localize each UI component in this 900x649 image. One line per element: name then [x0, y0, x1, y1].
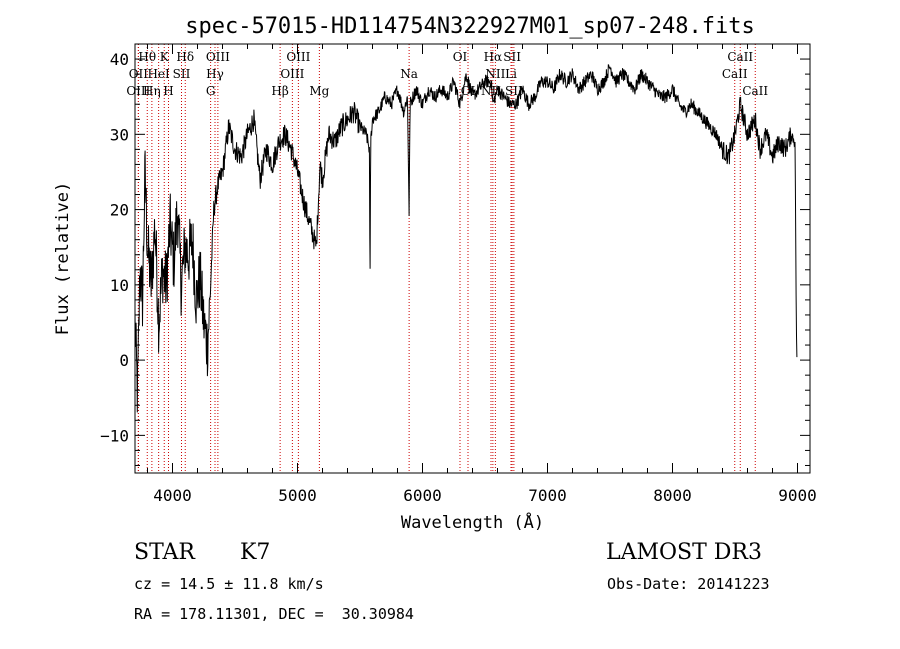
object-subclass: K7: [240, 540, 271, 565]
y-tick-label: 40: [110, 50, 129, 69]
x-tick-label: 6000: [403, 486, 442, 505]
spectral-line-label: CaII: [722, 67, 748, 81]
spectral-line-label: Hγ: [206, 67, 224, 81]
spectral-line-label: CaII: [742, 84, 768, 98]
y-axis-label: Flux (relative): [53, 182, 73, 336]
spectral-line-label: G: [206, 84, 216, 98]
spectral-line-label: OIII: [126, 84, 150, 98]
chart-title: spec-57015-HD114754N322927M01_sp07-248.f…: [185, 14, 755, 39]
x-axis-label: Wavelength (Å): [401, 511, 544, 533]
y-tick-label: 30: [110, 125, 129, 144]
spectral-line-label: Hθ: [138, 50, 156, 64]
spectral-line-label: K: [160, 50, 170, 64]
x-tick-label: 8000: [653, 486, 692, 505]
spectral-line-label: OIII: [280, 67, 304, 81]
spectral-line-label: NII: [485, 67, 505, 81]
x-tick-label: 4000: [153, 486, 192, 505]
spectral-line-label: H: [163, 84, 173, 98]
axis-ticks: 4000 5000 6000 7000 8000 9000 −10 0 10 20 30 40: [100, 43, 817, 505]
spectral-line-label: Hδ: [176, 50, 194, 64]
spectral-line-label: Li: [505, 67, 517, 81]
spectral-line-label: SII: [503, 50, 521, 64]
plot-frame: [134, 43, 811, 474]
spectral-line-label: SII: [173, 67, 191, 81]
spectral-line-label: Hη: [143, 84, 161, 98]
y-tick-label: 20: [110, 201, 129, 220]
spectral-line-label: Hα: [484, 50, 503, 64]
x-tick-label: 5000: [278, 486, 317, 505]
spectral-line-label: OIII: [206, 50, 230, 64]
spectral-line-label: CaII: [727, 50, 753, 64]
y-tick-label: 0: [119, 351, 129, 370]
spectral-line-label: Mg: [309, 84, 329, 98]
spectral-line-label: OI: [453, 50, 468, 64]
x-tick-label: 7000: [528, 486, 567, 505]
y-tick-label: −10: [100, 426, 129, 445]
spectral-line-label: Na: [400, 67, 418, 81]
survey-name: LAMOST DR3: [606, 540, 762, 565]
spectral-line-label: HeI: [147, 67, 170, 81]
spectrum-line: [134, 64, 798, 413]
obs-date-text: Obs-Date: 20141223: [607, 575, 770, 593]
redshift-text: cz = 14.5 ± 11.8 km/s: [134, 575, 324, 593]
x-tick-label: 9000: [778, 486, 817, 505]
spectral-line-label: OIII: [286, 50, 310, 64]
object-class: STAR: [134, 540, 195, 565]
spectral-line-markers: [137, 44, 756, 473]
y-tick-label: 10: [110, 276, 129, 295]
spectral-line-label: Hβ: [271, 84, 288, 98]
coordinates-text: RA = 178.11301, DEC = 30.30984: [134, 605, 414, 623]
